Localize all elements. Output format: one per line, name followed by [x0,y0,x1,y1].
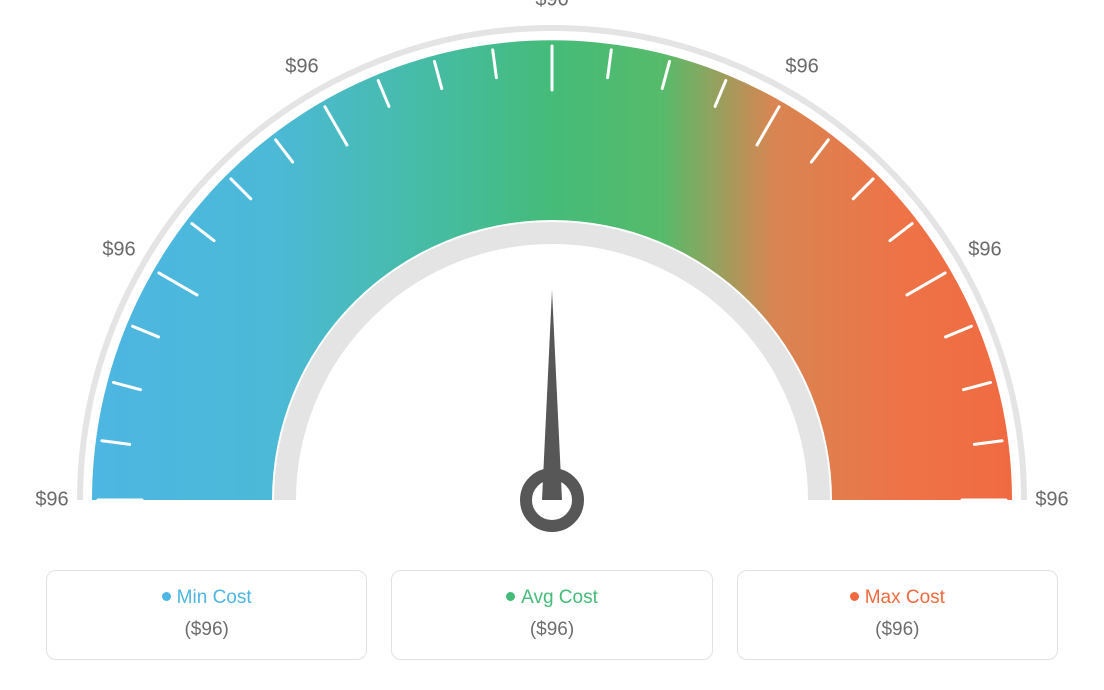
gauge-chart: $96 $96 $96 $96 $96 $96 $96 [0,0,1104,560]
legend-value-min: ($96) [57,619,356,641]
legend-title-min-text: Min Cost [177,587,252,608]
gauge-tick-label: $96 [285,56,318,79]
gauge-tick-label: $96 [535,0,568,12]
legend-dot-max [850,592,859,601]
legend-title-max: Max Cost [748,587,1047,609]
gauge-tick-label: $96 [102,238,135,261]
legend-card-min: Min Cost ($96) [46,570,367,660]
gauge-tick-label: $96 [968,238,1001,261]
legend-value-max: ($96) [748,619,1047,641]
legend-title-avg: Avg Cost [402,587,701,609]
legend-card-max: Max Cost ($96) [737,570,1058,660]
legend-dot-min [162,592,171,601]
legend-card-avg: Avg Cost ($96) [391,570,712,660]
legend-value-avg: ($96) [402,619,701,641]
gauge-tick-label: $96 [785,56,818,79]
legend-title-max-text: Max Cost [865,587,945,608]
legend-title-avg-text: Avg Cost [521,587,598,608]
legend-row: Min Cost ($96) Avg Cost ($96) Max Cost (… [0,570,1104,660]
gauge-svg [0,0,1104,560]
gauge-tick-label: $96 [1035,489,1068,512]
gauge-tick-label: $96 [35,489,68,512]
legend-title-min: Min Cost [57,587,356,609]
legend-dot-avg [506,592,515,601]
